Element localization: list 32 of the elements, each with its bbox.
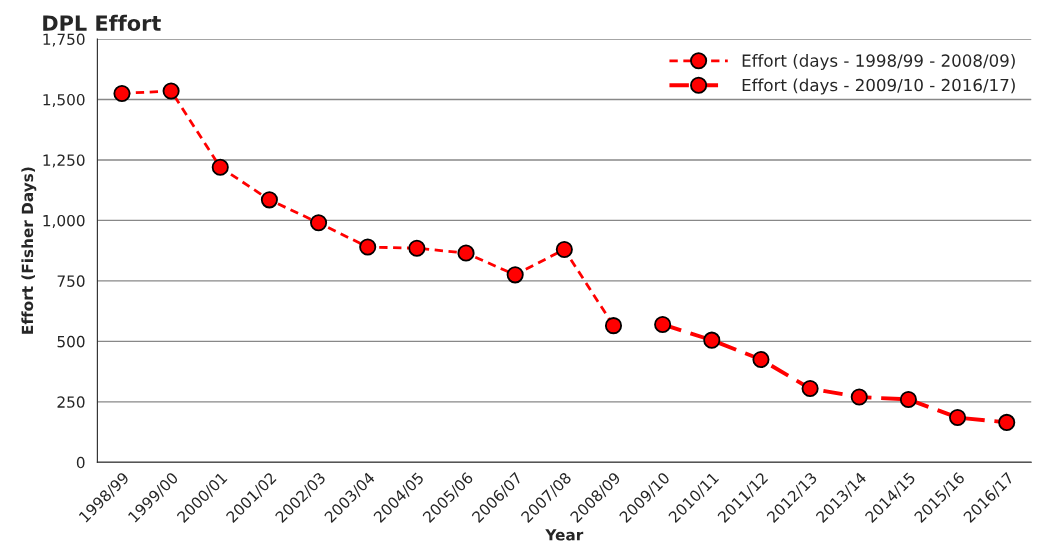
- chart-title: DPL Effort: [43, 14, 161, 31]
- x-axis-title: Year: [545, 529, 584, 541]
- point: [801, 379, 819, 398]
- point: [998, 413, 1016, 431]
- y-tick-label: 0: [76, 456, 85, 469]
- y-tick-label: 1,750: [43, 33, 85, 47]
- y-tick-label: 750: [57, 275, 85, 287]
- point: [555, 240, 573, 258]
- legend-label: Effort (days - 1998/99 - 2008/09): [742, 53, 1015, 71]
- point: [211, 158, 229, 176]
- y-tick-label: 250: [57, 396, 85, 408]
- point: [457, 244, 475, 262]
- point: [408, 239, 426, 257]
- point: [850, 388, 868, 406]
- point: [752, 350, 770, 369]
- point: [113, 84, 131, 102]
- y-tick-label: 1,250: [43, 154, 85, 168]
- point: [654, 315, 672, 333]
- y-axis-title: Effort (Fisher Days): [21, 167, 37, 334]
- point: [604, 317, 623, 335]
- point: [899, 390, 917, 408]
- point: [310, 214, 328, 232]
- y-tick-label: 1,500: [43, 93, 85, 108]
- point: [506, 266, 524, 284]
- legend-label: Effort (days - 2009/10 - 2016/17): [742, 78, 1015, 95]
- point: [162, 82, 180, 100]
- point: [359, 238, 377, 256]
- point: [703, 331, 721, 349]
- y-tick-label: 500: [57, 335, 85, 348]
- point: [260, 191, 278, 209]
- point: [949, 409, 967, 427]
- y-tick-label: 1,000: [43, 214, 85, 228]
